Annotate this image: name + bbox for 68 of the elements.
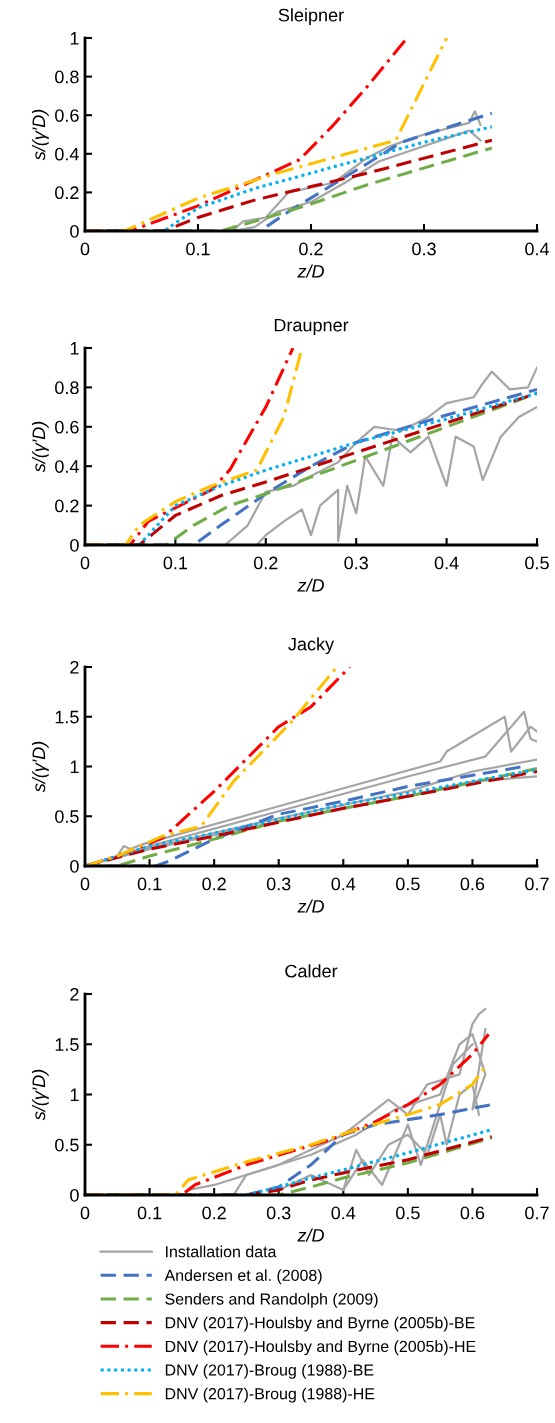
x-tick-label: 0 [80,242,90,256]
y-tick-label: 0.4 [55,147,79,161]
y-axis-title: s/(γ′D) [31,109,49,161]
x-tick-label: 0.1 [163,556,188,570]
x-tick-label: 0.4 [434,556,459,570]
x-tick-label: 0.5 [396,1206,420,1220]
x-tick-label: 0.4 [331,877,356,891]
x-tick-label: 0.1 [186,242,210,256]
x-tick-label: 0.2 [253,556,278,570]
x-tick-label: 0.2 [202,877,226,891]
x-tick-label: 0.3 [344,556,368,570]
y-tick-label: 0.6 [55,420,79,434]
legend-label: DNV (2017)-Broug (1988)-BE [165,1363,374,1379]
x-tick-label: 0 [80,556,90,570]
y-tick-label: 0 [70,224,79,238]
legend-label: DNV (2017)-Houlsby and Byrne (2005b)-BE [165,1316,475,1332]
y-tick-label: 1.5 [55,1038,79,1051]
legend-label: Andersen et al. (2008) [164,1269,322,1285]
y-tick-label: 0.8 [55,70,79,84]
legend-label: Installation data [166,1245,277,1258]
y-tick-label: 0.5 [55,1138,79,1152]
x-axis-title: z/D [297,899,324,913]
legend-label: DNV (2017)-Broug (1988)-HE [165,1387,375,1403]
x-tick-label: 0.7 [525,877,549,891]
y-tick-label: 0.4 [55,460,79,473]
x-tick-label: 0.3 [412,242,436,256]
y-tick-label: 1.5 [55,710,79,724]
y-tick-label: 1 [70,32,79,45]
chart-title: Jacky [288,637,335,655]
x-tick-label: 0.4 [525,242,550,256]
x-tick-label: 0 [80,1206,90,1220]
y-tick-label: 0.8 [55,381,79,395]
x-tick-label: 0.2 [202,1206,226,1220]
x-tick-label: 0.5 [525,556,549,570]
y-tick-label: 2 [70,660,79,674]
x-tick-label: 0 [80,877,90,891]
x-tick-label: 0.2 [299,242,323,256]
x-tick-label: 0.7 [525,1206,549,1220]
x-axis-title: z/D [297,578,324,592]
y-tick-label: 0.6 [55,109,79,122]
y-tick-label: 1 [70,760,79,774]
y-tick-label: 0 [70,859,79,873]
y-tick-label: 0.2 [55,499,79,513]
y-axis-title: s/(γ′D) [31,421,49,473]
y-tick-label: 2 [70,987,79,1001]
x-tick-label: 0.3 [266,877,291,891]
x-tick-label: 0.3 [266,1206,291,1220]
x-tick-label: 0.1 [137,1206,162,1220]
y-tick-label: 1 [70,1088,79,1102]
x-tick-label: 0.4 [331,1206,356,1220]
y-axis-title: s/(γ′D) [31,1069,49,1121]
chart-title: Draupner [274,318,349,336]
x-axis-title: z/D [297,1228,324,1242]
x-tick-label: 0.6 [460,877,485,891]
x-axis-title: z/D [297,264,324,278]
y-tick-label: 0.5 [55,810,79,823]
chart-title: Sleipner [278,8,344,26]
legend-label: Senders and Randolph (2009) [165,1292,378,1308]
y-axis-title: s/(γ′D) [31,741,49,793]
x-tick-label: 0.6 [460,1206,485,1220]
y-tick-label: 0 [70,538,79,552]
legend-label: DNV (2017)-Houlsby and Byrne (2005b)-HE [165,1340,476,1356]
y-tick-label: 0 [70,1188,79,1202]
y-tick-label: 0.2 [55,186,79,200]
x-tick-label: 0.1 [137,877,162,891]
chart-title: Calder [285,964,338,978]
y-tick-label: 1 [70,342,79,355]
x-tick-label: 0.5 [396,877,420,891]
